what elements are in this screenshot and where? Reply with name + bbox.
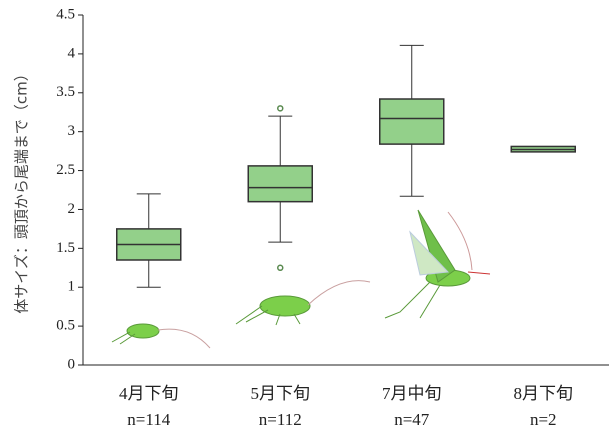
sample-size-label: n=2 bbox=[530, 410, 557, 429]
y-tick-label: 4.5 bbox=[56, 6, 75, 22]
x-tick-label: 8月下旬 bbox=[514, 384, 574, 403]
y-tick-label: 2 bbox=[68, 201, 76, 217]
sample-size-label: n=114 bbox=[127, 410, 170, 429]
y-tick-label: 2.5 bbox=[56, 162, 75, 178]
box bbox=[248, 166, 312, 202]
chart: 体サイズ：頭頂から尾端まで（cm） 0 0.5 1 1.5 2 2.5 3 3.5 4 4.5 4月… bbox=[0, 0, 609, 436]
outlier bbox=[278, 265, 283, 270]
box bbox=[380, 99, 444, 144]
x-tick-label: 7月中旬 bbox=[382, 384, 442, 403]
sample-size-label: n=47 bbox=[394, 410, 430, 429]
y-tick-label: 3 bbox=[68, 123, 76, 139]
x-tick-label: 5月下旬 bbox=[251, 384, 311, 403]
y-tick-label: 3.5 bbox=[56, 84, 75, 100]
y-axis-label: 体サイズ：頭頂から尾端まで（cm） bbox=[13, 66, 31, 313]
y-tick-label: 0 bbox=[68, 356, 76, 372]
sample-size-label: n=112 bbox=[259, 410, 302, 429]
y-tick-label: 1.5 bbox=[56, 240, 75, 256]
y-tick-label: 4 bbox=[68, 45, 76, 61]
y-tick-label: 1 bbox=[68, 279, 76, 295]
y-tick-label: 0.5 bbox=[56, 318, 75, 334]
x-tick-label: 4月下旬 bbox=[119, 384, 179, 403]
outlier bbox=[278, 106, 283, 111]
